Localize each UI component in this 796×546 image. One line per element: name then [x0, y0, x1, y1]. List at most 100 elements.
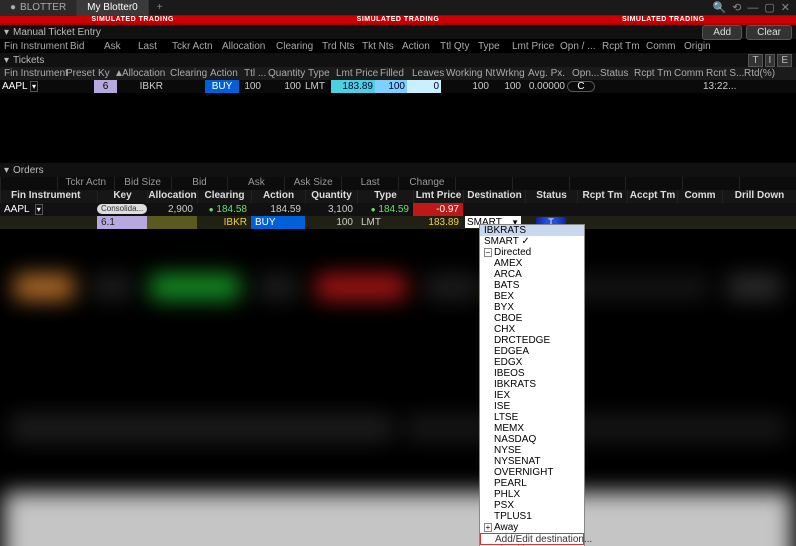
col-preset[interactable]: Preset [62, 68, 94, 79]
col-allocation[interactable]: Allocation [218, 41, 272, 52]
dd-item[interactable]: PSX [480, 500, 584, 511]
order-row[interactable]: AAPL ▾ Consolida... 2,900 ● 184.58 184.5… [0, 203, 796, 216]
col[interactable] [682, 177, 739, 190]
col-clearing[interactable]: Clearing [272, 41, 318, 52]
col[interactable] [0, 177, 57, 190]
refresh-icon[interactable]: ⟲ [732, 1, 741, 14]
section-orders[interactable]: ▾ Orders [0, 163, 796, 177]
col-key[interactable]: Ky [94, 68, 110, 79]
col-action[interactable]: Action [251, 190, 305, 203]
col-origin[interactable]: Origin [680, 41, 718, 52]
dd-item[interactable]: BYX [480, 302, 584, 313]
twisty-icon[interactable]: ▾ [4, 165, 9, 176]
tickets-tool-icon[interactable]: T [748, 54, 762, 67]
col-comm[interactable]: Comm [642, 41, 680, 52]
tickets-tool-icon[interactable]: E [777, 54, 792, 67]
dd-item[interactable]: IBKRATS [480, 379, 584, 390]
col-type[interactable]: Type [304, 68, 332, 79]
col-accpt-tm[interactable]: Accpt Tm [627, 190, 677, 203]
col-action[interactable]: Action [206, 68, 240, 79]
col-key[interactable]: Key [97, 190, 147, 203]
col-clearing[interactable]: Clearing [166, 68, 206, 79]
col-rcpt-tm[interactable]: Rcpt Tm [630, 68, 670, 79]
cell-lmt[interactable]: 183.89 [413, 216, 463, 229]
add-button[interactable]: Add [702, 25, 742, 40]
dd-item[interactable]: PHLX [480, 489, 584, 500]
col-status[interactable]: Status [525, 190, 577, 203]
col-quantity[interactable]: Quantity [305, 190, 357, 203]
dd-item[interactable]: SMART ✓ [480, 236, 584, 247]
col-bid[interactable]: Bid [66, 41, 100, 52]
col-allocation[interactable]: Allocation [147, 190, 197, 203]
col-working-nt[interactable]: Working Nt [442, 68, 492, 79]
dd-item[interactable]: OVERNIGHT [480, 467, 584, 478]
col-opn[interactable]: Opn... [568, 68, 596, 79]
col-rcpt-tm[interactable]: Rcpt Tm [598, 41, 642, 52]
dd-item[interactable]: MEMX [480, 423, 584, 434]
col[interactable] [569, 177, 626, 190]
maximize-icon[interactable]: ▢ [764, 1, 774, 14]
col-destination[interactable]: Destination [463, 190, 525, 203]
col-opn[interactable]: Opn / ... [556, 41, 598, 52]
cell-wrkng[interactable]: 100 [491, 80, 523, 93]
section-manual-ticket[interactable]: ▾ Manual Ticket Entry Add Clear [0, 25, 796, 39]
col-comm[interactable]: Comm [677, 190, 722, 203]
col[interactable] [625, 177, 682, 190]
cell-working[interactable]: 100 [441, 80, 491, 93]
dd-item[interactable]: ARCA [480, 269, 584, 280]
col-sort-icon[interactable]: ▲ [110, 68, 118, 79]
dd-item[interactable]: DRCTEDGE [480, 335, 584, 346]
col-rcnt[interactable]: Rcnt S... [702, 68, 740, 79]
cell-type[interactable]: LMT [303, 80, 331, 93]
col-wrkng[interactable]: Wrkng [492, 68, 524, 79]
search-icon[interactable]: 🔍 [712, 1, 726, 14]
col-last[interactable]: Last [134, 41, 168, 52]
cell-leaves[interactable]: 0 [407, 80, 441, 93]
cell-type[interactable]: LMT [357, 216, 413, 229]
cell-ttl[interactable]: 100 [239, 80, 263, 93]
cell-status[interactable] [595, 80, 629, 93]
dd-item[interactable]: BEX [480, 291, 584, 302]
col-lmt-price[interactable]: Lmt Price [332, 68, 376, 79]
cell-rcnt[interactable]: 13:22... [701, 80, 739, 93]
cell-opn[interactable]: C [567, 81, 595, 92]
close-icon[interactable]: ✕ [781, 1, 790, 14]
cell-preset[interactable] [62, 80, 94, 93]
cell-comm[interactable] [669, 80, 701, 93]
cell-action[interactable]: BUY [205, 80, 239, 93]
cell-symbol[interactable]: AAPL ▾ [0, 203, 97, 216]
col-avg-px[interactable]: Avg. Px. [524, 68, 568, 79]
dd-item[interactable]: NASDAQ [480, 434, 584, 445]
ticket-row[interactable]: AAPL ▾ 6 IBKR BUY 100 100 LMT 183.89 100… [0, 80, 796, 93]
cell-avgpx[interactable]: 0.00000 [523, 80, 567, 93]
dd-group-directed[interactable]: −Directed [480, 247, 584, 258]
col[interactable] [512, 177, 569, 190]
col-comm[interactable]: Comm [670, 68, 702, 79]
clear-button[interactable]: Clear [746, 25, 792, 40]
dd-item[interactable]: IBKRATS [480, 225, 584, 236]
col-rtd[interactable]: Rtd(%) [740, 68, 774, 79]
cell-qty[interactable]: 100 [263, 80, 303, 93]
tab-blotter[interactable]: ●BLOTTER [0, 0, 77, 16]
col-clearing[interactable]: Clearing [197, 190, 251, 203]
cell-rcpt[interactable] [629, 80, 669, 93]
tab-add[interactable]: + [149, 2, 171, 13]
dd-item[interactable]: LTSE [480, 412, 584, 423]
col-drill-down[interactable]: Drill Down [722, 190, 796, 203]
cell-key[interactable]: 6.1 [97, 216, 147, 229]
col-allocation[interactable]: Allocation [118, 68, 166, 79]
tickets-tool-icon[interactable]: I [765, 54, 776, 67]
col-ttl-qty[interactable]: Ttl Qty [436, 41, 474, 52]
dd-item[interactable]: TPLUS1 [480, 511, 584, 522]
dd-item[interactable]: EDGX [480, 357, 584, 368]
dd-item[interactable]: PEARL [480, 478, 584, 489]
dd-group-away[interactable]: +Away [480, 522, 584, 533]
destination-dropdown[interactable]: IBKRATS SMART ✓ −Directed AMEX ARCA BATS… [479, 224, 585, 546]
cell-action[interactable]: BUY [251, 216, 305, 229]
col-filled[interactable]: Filled [376, 68, 408, 79]
col-lmt-price[interactable]: Lmt Price [508, 41, 556, 52]
col-tckr-actn[interactable]: Tckr Actn [57, 177, 114, 190]
dd-item[interactable]: ISE [480, 401, 584, 412]
col-tckr-actn[interactable]: Tckr Actn [168, 41, 218, 52]
cell-key[interactable]: 6 [94, 80, 117, 93]
